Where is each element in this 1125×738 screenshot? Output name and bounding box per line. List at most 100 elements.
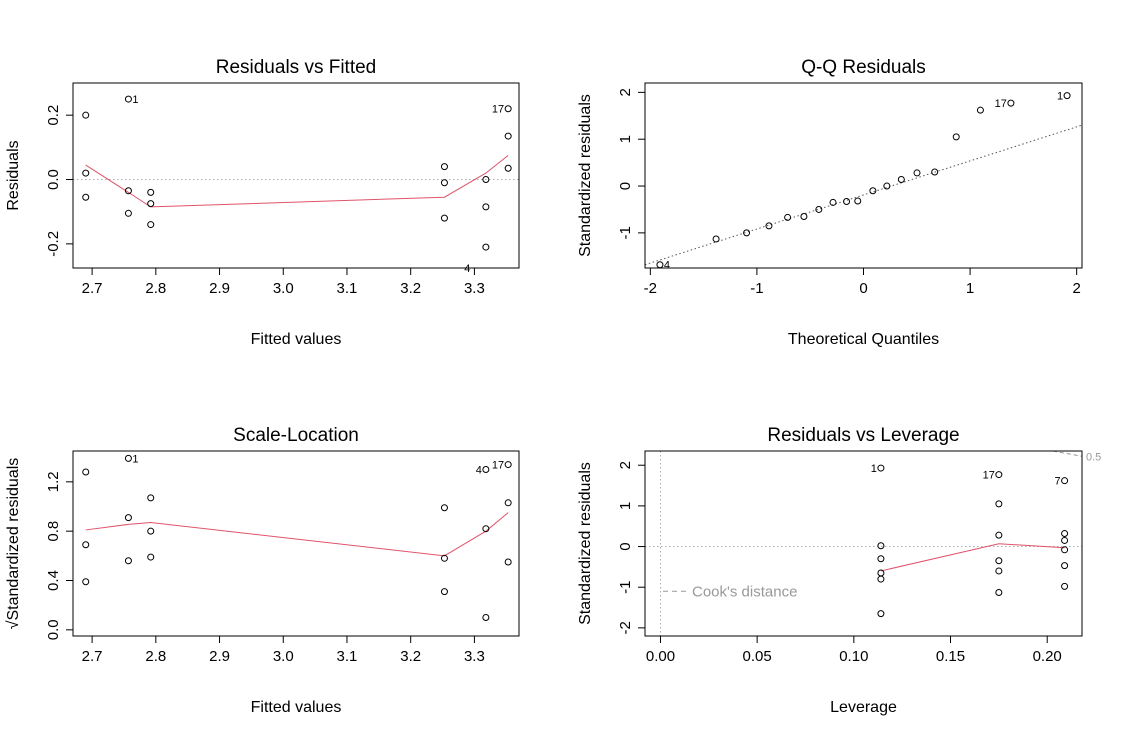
data-point [504, 461, 512, 469]
chart-title: Residuals vs Leverage [767, 425, 959, 446]
data-point [1061, 582, 1069, 590]
data-point [995, 567, 1003, 575]
data-point [1063, 92, 1071, 100]
x-tick-label: 3.1 [337, 280, 358, 297]
data-point [877, 542, 885, 550]
point-label: 1 [132, 453, 138, 465]
x-tick-label: -1 [750, 280, 763, 297]
data-point [504, 105, 512, 113]
x-tick-label: 0.05 [743, 648, 772, 665]
point-label: 17 [492, 460, 504, 472]
data-point [1061, 530, 1069, 538]
y-tick-label: 0.2 [45, 105, 62, 126]
data-point [1061, 536, 1069, 544]
chart-title: Scale-Location [233, 425, 359, 446]
data-point [854, 197, 862, 205]
data-point [124, 557, 132, 565]
plot-frame [644, 450, 1083, 637]
x-axis: 2.7 2.8 2.9 3.0 3.1 3.2 3.3 [82, 635, 485, 665]
data-point [124, 187, 132, 195]
plot-area [645, 451, 1082, 636]
data-point [147, 221, 155, 229]
x-tick-label: 3.0 [273, 648, 294, 665]
x-axis: 2.7 2.8 2.9 3.0 3.1 3.2 3.3 [82, 267, 485, 297]
x-axis-label: Theoretical Quantiles [788, 331, 939, 348]
point-label: 1 [1057, 91, 1063, 103]
reference-line [645, 124, 1082, 266]
data-point [877, 464, 885, 472]
data-point [765, 222, 773, 230]
data-point [82, 111, 90, 119]
x-tick-label: 3.2 [400, 648, 421, 665]
data-point [843, 197, 851, 205]
data-point [656, 261, 664, 268]
y-axis-label: Standardized residuals [577, 94, 594, 257]
data-point [913, 169, 921, 177]
data-point [1061, 562, 1069, 570]
data-point [124, 209, 132, 217]
smooth-line [85, 154, 509, 208]
x-tick-label: 3.0 [273, 280, 294, 297]
y-axis: -2 -1 0 1 2 [617, 461, 646, 635]
data-point [482, 243, 490, 251]
panel-4: 1 17 7 0.00 0.05 0.10 0.15 0.20 -2 -1 0 1 2 Residuals… [577, 425, 1101, 716]
y-tick-label: 1 [617, 135, 634, 143]
x-axis-label: Leverage [830, 699, 897, 716]
data-point [784, 213, 792, 221]
data-point [147, 188, 155, 196]
y-tick-label: 0 [617, 542, 634, 550]
y-tick-label: 0.8 [45, 521, 62, 542]
legend: Cook's distance [663, 583, 797, 600]
chart-title: Q-Q Residuals [801, 57, 926, 78]
data-point [82, 468, 90, 476]
x-tick-label: 2.9 [209, 648, 230, 665]
point-label: 4 [664, 260, 670, 272]
data-point [482, 466, 490, 473]
x-axis: 0.00 0.05 0.10 0.15 0.20 [646, 635, 1062, 665]
point-label: 4 [476, 465, 482, 477]
x-axis: -2 -1 0 1 2 [644, 267, 1081, 297]
data-point [440, 554, 448, 562]
y-tick-label: 1.2 [45, 471, 62, 492]
y-tick-label: -0.2 [45, 231, 62, 257]
data-point [1061, 546, 1069, 554]
data-point [147, 527, 155, 535]
data-point [883, 182, 891, 190]
plot-area [82, 454, 512, 621]
y-tick-label: -1 [617, 581, 634, 594]
x-tick-label: 0.00 [646, 648, 675, 665]
data-point [482, 176, 490, 184]
y-axis-label: Residuals [5, 140, 22, 210]
data-point [440, 179, 448, 187]
x-tick-label: 3.2 [400, 280, 421, 297]
data-point [124, 95, 132, 103]
point-label: 7 [1054, 476, 1060, 488]
x-tick-label: 0.10 [839, 648, 868, 665]
plot-frame [644, 82, 1083, 269]
y-tick-label: 1 [617, 502, 634, 510]
y-tick-label: 2 [617, 461, 634, 469]
point-label: 1 [132, 94, 138, 106]
data-point [995, 531, 1003, 539]
x-tick-label: 2.7 [82, 280, 103, 297]
data-point [440, 504, 448, 512]
data-point [82, 541, 90, 549]
data-point [976, 106, 984, 114]
y-axis-label: Standardized residuals [577, 462, 594, 625]
data-point [504, 164, 512, 172]
y-tick-label: -1 [617, 226, 634, 239]
panel-1: 1 17 4 2.7 2.8 2.9 3.0 3.1 3.2 3.3 -0.2 0.0 0.2 Resid… [5, 57, 520, 348]
data-point [712, 235, 720, 243]
plot-frame [72, 450, 520, 637]
data-point [482, 525, 490, 533]
data-point [440, 588, 448, 596]
y-tick-label: 0.0 [45, 619, 62, 640]
cook-contour-label: 0.5 [1086, 451, 1101, 463]
data-point [504, 132, 512, 140]
data-point [952, 133, 960, 141]
panel-2: 1 17 4 -2 -1 0 1 2 -1 0 1 2 Q-Q Residuals Theoretical… [577, 57, 1083, 348]
y-axis: -1 0 1 2 [617, 88, 646, 240]
plot-area [73, 95, 519, 251]
y-axis: -0.2 0.0 0.2 [45, 105, 74, 257]
cook-contour-line [1052, 451, 1082, 457]
